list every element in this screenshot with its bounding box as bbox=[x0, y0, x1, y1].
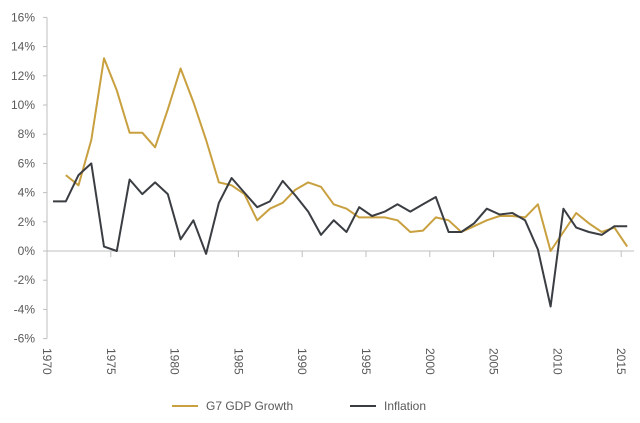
x-tick-label: 2005 bbox=[487, 348, 501, 375]
y-tick-label: 14% bbox=[11, 40, 35, 54]
y-tick-label: 6% bbox=[18, 156, 36, 170]
y-axis: -6% -4% -2% 0% 2% 4% 6% 8% 10% 12% 14% 16% bbox=[11, 10, 48, 346]
x-tick-label: 1985 bbox=[231, 348, 245, 375]
legend-label: Inflation bbox=[384, 399, 426, 413]
y-tick-label: 8% bbox=[18, 127, 36, 141]
y-tick-label: 10% bbox=[11, 98, 35, 112]
x-tick-label: 2000 bbox=[423, 348, 437, 375]
series-lines bbox=[53, 57, 629, 308]
x-tick-label: 2015 bbox=[614, 348, 628, 375]
y-tick-label: -6% bbox=[14, 332, 36, 346]
legend: G7 GDP Growth Inflation bbox=[172, 399, 426, 413]
y-tick-label: -2% bbox=[14, 273, 36, 287]
y-tick-label: 0% bbox=[18, 244, 36, 258]
x-tick-label: 1980 bbox=[168, 348, 182, 375]
x-tick-label: 1990 bbox=[295, 348, 309, 375]
x-tick-label: 1970 bbox=[40, 348, 54, 375]
legend-label: G7 GDP Growth bbox=[206, 399, 293, 413]
y-tick-label: 2% bbox=[18, 215, 36, 229]
x-axis: 1970 1975 1980 1985 1990 1995 2000 2005 2010 2015 bbox=[40, 250, 634, 375]
x-tick-label: 2010 bbox=[550, 348, 564, 375]
x-tick-label: 1995 bbox=[359, 348, 373, 375]
series-line-inflation bbox=[53, 162, 628, 308]
x-tick-label: 1975 bbox=[104, 348, 118, 375]
y-tick-label: -4% bbox=[14, 302, 36, 316]
y-tick-label: 16% bbox=[11, 10, 35, 24]
y-tick-label: 4% bbox=[18, 186, 36, 200]
y-tick-label: 12% bbox=[11, 69, 35, 83]
series-line-gdp-growth bbox=[65, 57, 629, 252]
